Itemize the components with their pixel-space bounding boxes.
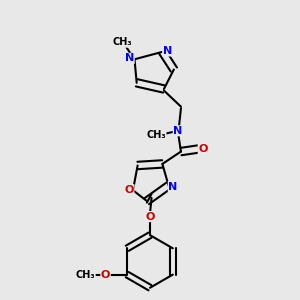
Text: O: O (101, 270, 110, 280)
Text: N: N (168, 182, 178, 191)
Text: O: O (145, 212, 155, 222)
Text: CH₃: CH₃ (146, 130, 166, 140)
Text: N: N (173, 126, 182, 136)
Text: N: N (125, 53, 134, 63)
Text: CH₃: CH₃ (76, 270, 95, 280)
Text: O: O (198, 144, 208, 154)
Text: CH₃: CH₃ (112, 37, 132, 47)
Text: O: O (124, 184, 134, 195)
Text: N: N (163, 46, 172, 56)
